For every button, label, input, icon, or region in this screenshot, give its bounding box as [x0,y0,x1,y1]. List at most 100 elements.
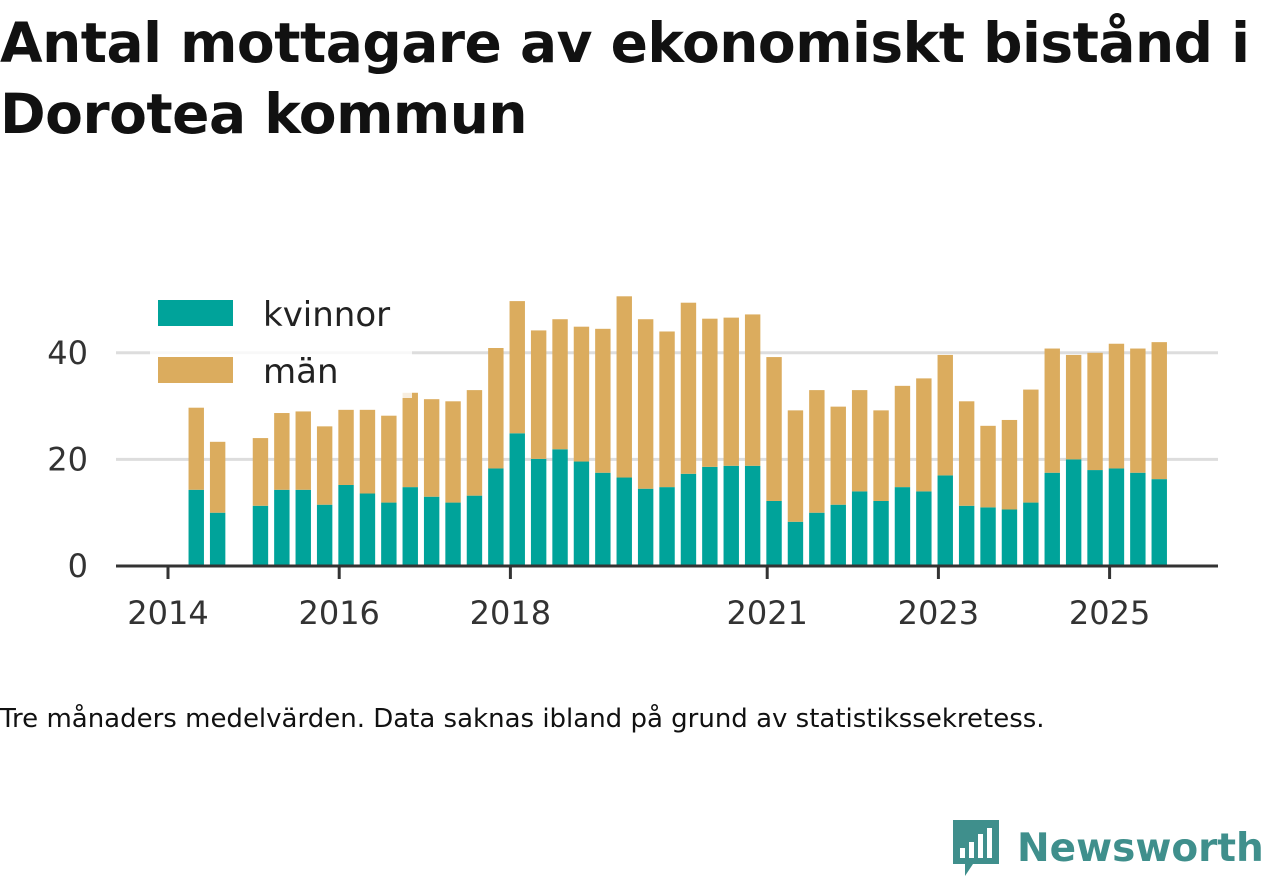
bar-kvinnor [573,461,590,566]
x-tick-label: 2018 [470,594,551,632]
bar-man [851,390,868,492]
bar-kvinnor [851,491,868,566]
legend-label-kvinnor: kvinnor [263,295,390,335]
legend: kvinnor män [150,290,412,398]
bar-kvinnor [702,466,718,566]
bar-man [1044,348,1060,473]
bar-kvinnor [552,449,568,566]
bar-man [188,407,204,490]
bar-man [402,392,418,488]
x-tick-label: 2016 [298,594,379,632]
bar-kvinnor [381,502,397,566]
bar-kvinnor [723,465,739,566]
newsworthy-logo: Newsworthy [951,818,1262,878]
bar-kvinnor [509,433,525,566]
legend-swatch-kvinnor [158,300,233,326]
bar-kvinnor [809,512,825,566]
newsworthy-logo-icon [953,820,999,876]
bar-kvinnor [1108,468,1125,566]
bar-kvinnor [1065,459,1082,566]
x-axis-ticks: 2014 2016 2018 2021 2023 2025 [127,566,1150,632]
bar-kvinnor [680,473,697,566]
bars [188,296,1167,566]
bar-kvinnor [402,487,418,566]
bar-man [381,415,397,503]
bar-man [980,425,996,508]
bar-kvinnor [466,495,483,566]
bar-man [1087,352,1103,471]
bar-man [723,317,739,466]
bar-man [1151,342,1167,480]
bar-man [830,406,846,505]
bar-man [295,411,311,490]
bar-man [466,390,483,496]
bar-man [359,409,376,494]
bar-kvinnor [830,504,846,566]
bar-kvinnor [1130,472,1146,566]
bar-kvinnor [916,491,932,566]
y-tick-label: 0 [68,547,88,585]
bar-kvinnor [958,505,975,566]
bar-man [787,410,804,522]
bar-man [894,385,911,488]
bar-man [937,354,953,476]
stacked-bar-chart: 0 20 40 2014 2016 2018 2021 2023 2025 kvinnor m… [47,290,1218,632]
bar-man [1065,354,1082,460]
bar-man [209,441,226,513]
chart-title: Antal mottagare av ekonomiskt bistånd i … [0,11,1250,146]
bar-man [659,331,675,488]
bar-man [595,328,611,473]
bar-kvinnor [316,504,333,566]
bar-man [573,326,590,462]
brand-name: Newsworthy [1017,825,1262,871]
bar-man [766,357,782,501]
bar-kvinnor [1001,509,1018,566]
x-tick-label: 2025 [1069,594,1150,632]
footnote: Tre månaders medelvärden. Data saknas ib… [0,704,1045,734]
bar-man [1023,389,1039,503]
bar-man [488,348,504,469]
bar-man [252,438,269,506]
bar-kvinnor [295,489,311,566]
bar-kvinnor [445,502,461,566]
bar-man [702,318,718,467]
bar-man [552,319,568,450]
bar-man [530,330,547,459]
bar-man [958,401,975,506]
bar-kvinnor [1087,470,1103,566]
bar-kvinnor [595,472,611,566]
y-tick-label: 20 [47,440,88,478]
bar-kvinnor [488,468,504,566]
bar-man [873,410,889,501]
x-tick-label: 2014 [127,594,208,632]
bar-man [809,390,825,513]
bar-man [1130,348,1146,473]
bar-man [274,413,290,490]
bar-kvinnor [980,507,996,566]
x-tick-label: 2021 [726,594,807,632]
y-axis-ticks: 0 20 40 [47,334,88,585]
bar-man [916,378,932,492]
bar-kvinnor [659,487,675,566]
legend-label-man: män [263,352,339,392]
bar-kvinnor [423,496,440,566]
bar-man [1001,419,1018,510]
bar-man [680,302,697,474]
bar-kvinnor [359,493,376,566]
y-tick-label: 40 [47,334,88,372]
bar-kvinnor [637,488,654,566]
bar-kvinnor [1151,479,1167,566]
bar-man [338,409,354,485]
bar-man [445,401,461,503]
bar-kvinnor [616,477,632,566]
bar-kvinnor [787,521,804,566]
bar-kvinnor [766,500,782,566]
bar-man [744,314,761,466]
bar-kvinnor [1044,472,1060,566]
bar-man [423,399,440,497]
bar-kvinnor [744,465,761,566]
bar-man [316,426,333,505]
bar-man [616,296,632,478]
bar-kvinnor [873,500,889,566]
bar-man [1108,343,1125,469]
